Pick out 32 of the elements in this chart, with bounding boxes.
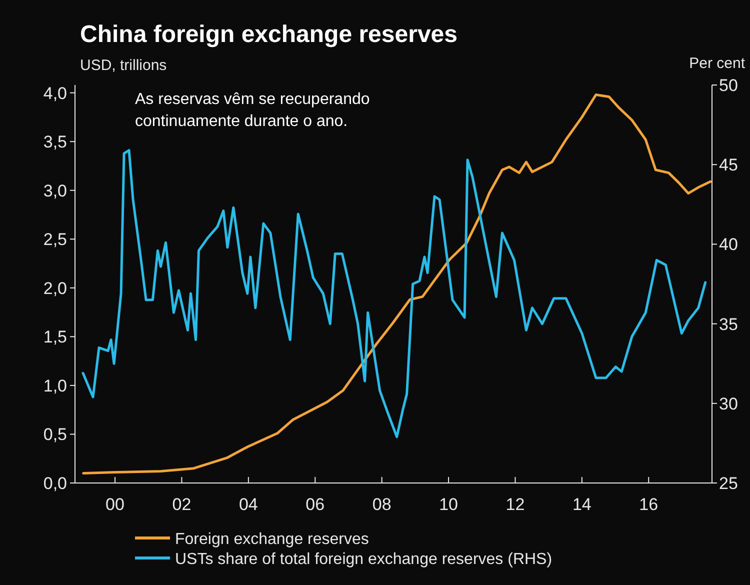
x-tick-label: 06 [306,495,325,514]
x-tick-label: 12 [506,495,525,514]
x-tick-label: 14 [572,495,592,514]
y-tick-label: 2,5 [43,230,67,250]
line-series [82,149,707,438]
x-tick-label: 04 [238,495,258,514]
x-tick-label: 16 [639,495,658,514]
x-tick-label: 02 [172,495,192,514]
y2-tick-label: 25 [719,474,738,493]
y-tick-label: 1,5 [43,328,67,347]
y2-tick-label: 35 [719,314,738,334]
y2-tick-label: 50 [719,76,738,95]
chart-subtitle: USD, trillions [80,57,167,74]
y2-tick-label: 30 [719,394,738,414]
y-tick-label: 3,0 [43,181,67,200]
x-tick-label: 10 [439,495,458,514]
y2-tick-label: 40 [719,235,738,254]
y-tick-label: 0,5 [43,425,67,444]
legend-label: USTs share of total foreign exchange reserves (RHS) [175,551,552,568]
y-tick-label: 0,0 [43,474,67,493]
x-tick-label: 08 [372,495,392,514]
annotation: As reservas vêm se recuperando continuamente durante o ano. [135,91,370,130]
legend-label: Foreign exchange reserves [175,531,369,548]
y-tick-label: 3,5 [43,132,67,152]
y-tick-label: 4,0 [43,84,67,103]
x-tick-label: 00 [106,495,124,514]
line-series [82,94,712,474]
chart-title: China foreign exchange reserves [80,21,458,48]
y-tick-label: 1,0 [43,376,67,396]
y-tick-label: 2,0 [43,278,67,298]
y2-axis-title: Per cent [689,55,746,72]
y2-tick-label: 45 [719,156,738,175]
